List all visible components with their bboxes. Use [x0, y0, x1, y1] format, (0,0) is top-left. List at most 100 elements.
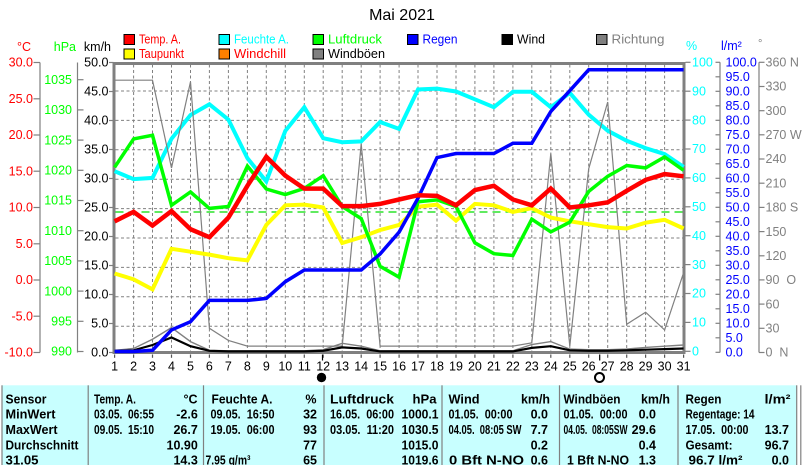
- svg-text:Gesamt:: Gesamt:: [686, 438, 733, 452]
- svg-text:0.4: 0.4: [639, 438, 656, 452]
- svg-text:100.0: 100.0: [726, 56, 757, 70]
- svg-text:360 N: 360 N: [766, 56, 799, 70]
- svg-text:hPa: hPa: [413, 392, 438, 406]
- svg-text:0: 0: [692, 345, 699, 359]
- svg-text:30: 30: [658, 360, 672, 374]
- svg-text:16.05. 06:00: 16.05. 06:00: [330, 408, 394, 422]
- svg-text:20.0: 20.0: [9, 128, 33, 142]
- svg-text:45.0: 45.0: [84, 85, 108, 99]
- svg-text:45.0: 45.0: [726, 215, 750, 229]
- svg-text:7: 7: [225, 360, 232, 374]
- svg-text:30: 30: [692, 258, 706, 272]
- svg-text:24: 24: [544, 360, 558, 374]
- svg-text:-10.0: -10.0: [5, 346, 34, 360]
- svg-text:23: 23: [525, 360, 539, 374]
- svg-text:20: 20: [692, 287, 706, 301]
- svg-text:01.05. 00:00: 01.05. 00:00: [564, 408, 628, 422]
- svg-text:0.0: 0.0: [772, 454, 789, 466]
- svg-text:Windböen: Windböen: [328, 47, 385, 61]
- svg-text:1030: 1030: [44, 103, 72, 117]
- svg-text:Sensor: Sensor: [6, 392, 47, 406]
- svg-text:0.0: 0.0: [16, 273, 33, 287]
- svg-text:30.0: 30.0: [84, 172, 108, 186]
- svg-text:Wind: Wind: [449, 392, 480, 406]
- svg-text:50.0: 50.0: [726, 201, 750, 215]
- svg-text:0.0: 0.0: [726, 346, 743, 360]
- svg-text:Windböen: Windböen: [564, 392, 621, 406]
- svg-text:%: %: [305, 392, 316, 406]
- svg-text:Luftdruck: Luftdruck: [328, 33, 383, 47]
- svg-text:29: 29: [639, 360, 653, 374]
- svg-text:27: 27: [601, 360, 615, 374]
- svg-text:30.0: 30.0: [9, 56, 33, 70]
- svg-text:70: 70: [692, 142, 706, 156]
- svg-text:26: 26: [582, 360, 596, 374]
- svg-text:°C: °C: [183, 392, 197, 406]
- svg-text:95.0: 95.0: [726, 70, 750, 84]
- svg-text:Durchschnitt: Durchschnitt: [6, 438, 80, 452]
- svg-text:65: 65: [303, 454, 317, 466]
- svg-text:0.0: 0.0: [91, 346, 108, 360]
- svg-text:90 O: 90 O: [766, 273, 797, 287]
- svg-text:990: 990: [51, 345, 72, 359]
- svg-text:70.0: 70.0: [726, 143, 750, 157]
- svg-text:85.0: 85.0: [726, 99, 750, 113]
- svg-text:04.05. 08:05 SW: 04.05. 08:05 SW: [449, 423, 522, 437]
- svg-text:0.2: 0.2: [531, 438, 548, 452]
- svg-text:-2.6: -2.6: [176, 408, 198, 422]
- svg-text:14.3: 14.3: [173, 454, 197, 466]
- svg-text:20.0: 20.0: [726, 288, 750, 302]
- svg-text:Temp. A.: Temp. A.: [94, 392, 136, 406]
- svg-text:31.05: 31.05: [6, 454, 39, 466]
- svg-text:Regen: Regen: [423, 33, 458, 47]
- svg-text:5.0: 5.0: [16, 237, 33, 251]
- svg-text:29.6: 29.6: [632, 423, 656, 437]
- svg-text:0.6: 0.6: [531, 454, 548, 466]
- svg-text:25.0: 25.0: [9, 92, 33, 106]
- svg-text:50: 50: [692, 200, 706, 214]
- svg-text:21: 21: [487, 360, 501, 374]
- svg-text:03.05. 11:20: 03.05. 11:20: [330, 423, 394, 437]
- svg-text:0.0: 0.0: [639, 408, 656, 422]
- svg-text:150: 150: [766, 225, 787, 239]
- svg-text:km/h: km/h: [641, 392, 670, 406]
- svg-text:1005: 1005: [44, 254, 72, 268]
- svg-text:22: 22: [506, 360, 520, 374]
- svg-text:96.7: 96.7: [765, 438, 789, 452]
- svg-text:15: 15: [373, 360, 387, 374]
- svg-text:55.0: 55.0: [726, 186, 750, 200]
- svg-text:180 S: 180 S: [766, 201, 799, 215]
- svg-text:°C: °C: [17, 40, 31, 54]
- svg-text:80.0: 80.0: [726, 114, 750, 128]
- svg-text:1.3: 1.3: [639, 454, 656, 466]
- svg-text:Regentage: 14: Regentage: 14: [686, 408, 755, 422]
- svg-text:13: 13: [335, 360, 349, 374]
- svg-text:10: 10: [278, 360, 292, 374]
- svg-text:3: 3: [149, 360, 156, 374]
- svg-text:km/h: km/h: [521, 392, 550, 406]
- svg-text:90.0: 90.0: [726, 85, 750, 99]
- svg-text:5.0: 5.0: [91, 317, 108, 331]
- svg-text:13.7: 13.7: [765, 423, 789, 437]
- svg-text:330: 330: [766, 80, 787, 94]
- svg-text:32: 32: [303, 408, 317, 422]
- svg-text:Luftdruck: Luftdruck: [330, 392, 394, 406]
- svg-text:l/m²: l/m²: [721, 39, 742, 53]
- svg-text:1: 1: [111, 360, 118, 374]
- svg-text:l/m²: l/m²: [765, 392, 791, 406]
- svg-text:50.0: 50.0: [84, 56, 108, 70]
- svg-text:80: 80: [692, 113, 706, 127]
- svg-text:995: 995: [51, 315, 72, 329]
- svg-text:90: 90: [692, 84, 706, 98]
- svg-text:20: 20: [468, 360, 482, 374]
- svg-text:03.05. 06:55: 03.05. 06:55: [94, 408, 154, 422]
- svg-text:30: 30: [766, 322, 780, 336]
- svg-text:60: 60: [766, 297, 780, 311]
- svg-text:40: 40: [692, 229, 706, 243]
- svg-text:31: 31: [677, 360, 691, 374]
- svg-text:10.0: 10.0: [726, 317, 750, 331]
- svg-text:1000: 1000: [44, 284, 72, 298]
- svg-text:km/h: km/h: [84, 40, 111, 54]
- svg-text:77: 77: [303, 438, 317, 452]
- svg-text:16: 16: [392, 360, 406, 374]
